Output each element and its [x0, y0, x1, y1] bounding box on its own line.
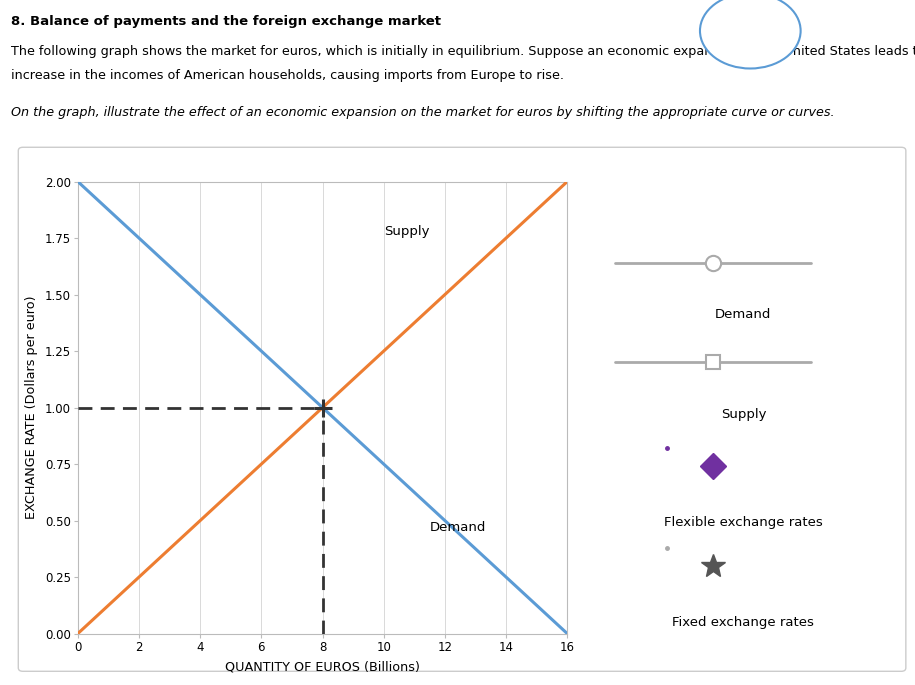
Text: Demand: Demand: [430, 521, 486, 534]
Text: Demand: Demand: [716, 308, 771, 321]
Text: Flexible exchange rates: Flexible exchange rates: [664, 516, 823, 529]
Text: increase in the incomes of American households, causing imports from Europe to r: increase in the incomes of American hous…: [11, 68, 564, 82]
X-axis label: QUANTITY OF EUROS (Billions): QUANTITY OF EUROS (Billions): [225, 660, 420, 673]
Text: Fixed exchange rates: Fixed exchange rates: [673, 616, 814, 629]
Text: Supply: Supply: [721, 408, 766, 421]
Text: 8. Balance of payments and the foreign exchange market: 8. Balance of payments and the foreign e…: [11, 15, 441, 28]
Text: The following graph shows the market for euros, which is initially in equilibriu: The following graph shows the market for…: [11, 45, 915, 58]
Text: ?: ?: [747, 24, 754, 38]
Text: Supply: Supply: [383, 225, 429, 238]
Y-axis label: EXCHANGE RATE (Dollars per euro): EXCHANGE RATE (Dollars per euro): [25, 296, 38, 519]
Text: On the graph, illustrate the effect of an economic expansion on the market for e: On the graph, illustrate the effect of a…: [11, 106, 834, 119]
